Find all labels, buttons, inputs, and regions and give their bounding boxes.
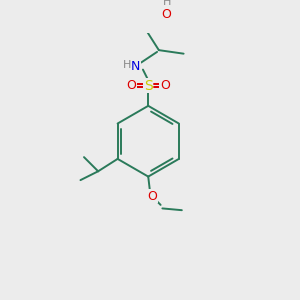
Text: H: H xyxy=(163,0,171,8)
Text: O: O xyxy=(127,79,136,92)
Text: N: N xyxy=(131,60,140,73)
Text: O: O xyxy=(160,79,170,92)
Text: H: H xyxy=(123,60,131,70)
Text: O: O xyxy=(148,190,158,202)
Text: O: O xyxy=(161,8,171,21)
Text: S: S xyxy=(144,79,153,92)
